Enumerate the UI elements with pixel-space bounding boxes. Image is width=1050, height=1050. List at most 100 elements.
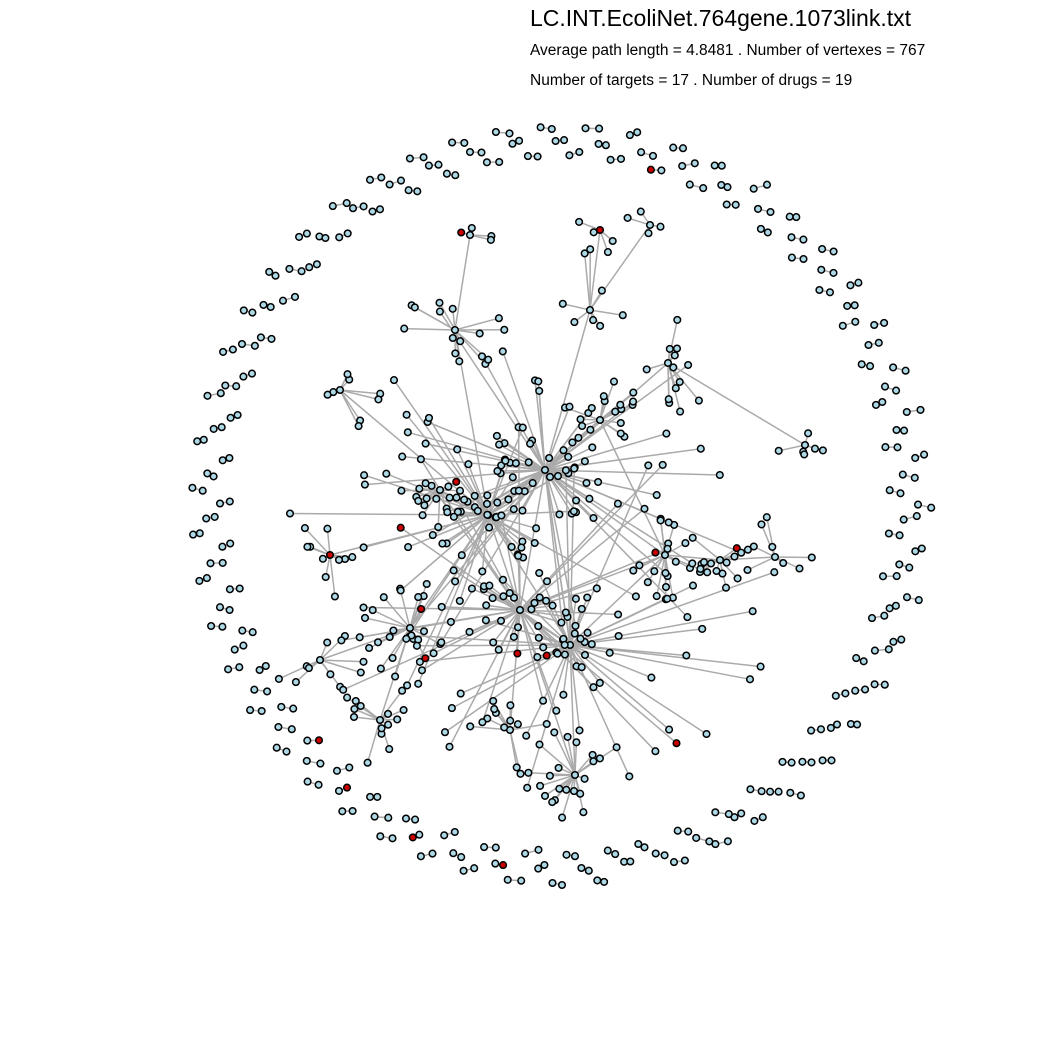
graph-vertex <box>723 837 732 846</box>
graph-vertex <box>539 643 548 652</box>
graph-vertex <box>424 413 434 422</box>
graph-vertex <box>669 143 678 152</box>
graph-vertex <box>575 726 584 735</box>
graph-vertex <box>892 386 901 395</box>
graph-vertex <box>459 866 468 875</box>
graph-vertex <box>455 357 464 366</box>
graph-edge <box>391 627 411 659</box>
graph-vertex <box>250 341 259 350</box>
graph-edge <box>379 690 403 721</box>
graph-vertex <box>572 496 581 505</box>
graph-edge <box>539 774 576 787</box>
graph-vertex <box>435 298 444 307</box>
graph-edge <box>364 469 546 486</box>
graph-vertex <box>444 482 453 491</box>
graph-vertex <box>485 581 494 590</box>
graph-vertex <box>795 564 804 573</box>
graph-vertex <box>560 640 569 649</box>
graph-vertex <box>640 843 649 852</box>
graph-vertex <box>581 124 590 133</box>
graph-vertex <box>421 439 430 448</box>
graph-vertex <box>215 499 225 508</box>
graph-vertex <box>285 264 294 273</box>
graph-vertex <box>885 486 894 495</box>
graph-edge <box>425 442 546 471</box>
graph-vertex <box>506 716 515 725</box>
graph-edge <box>304 527 331 556</box>
graph-vertex <box>750 816 759 825</box>
graph-vertex <box>440 831 449 840</box>
graph-vertex <box>661 569 670 578</box>
graph-edge <box>454 317 500 331</box>
graph-vertex <box>207 621 216 631</box>
graph-vertex <box>798 757 807 766</box>
graph-edge <box>519 464 664 611</box>
graph-vertex <box>897 635 906 644</box>
graph-vertex <box>889 637 898 646</box>
graph-vertex <box>694 396 703 405</box>
graph-vertex <box>576 789 585 798</box>
graph-vertex <box>578 421 587 431</box>
graph-vertex <box>404 543 413 552</box>
graph-vertex <box>405 623 415 633</box>
graph-vertex <box>766 207 775 217</box>
graph-edge <box>519 609 677 744</box>
graph-vertex <box>749 184 758 193</box>
graph-vertex <box>650 567 659 576</box>
graph-vertex <box>721 583 731 592</box>
graph-vertex <box>230 645 239 654</box>
graph-vertex <box>354 422 363 431</box>
graph-vertex <box>743 565 752 575</box>
graph-vertex <box>570 770 580 780</box>
graph-vertex <box>859 657 868 666</box>
graph-vertex <box>385 180 394 189</box>
graph-vertex <box>410 303 419 312</box>
graph-vertex <box>239 306 248 315</box>
graph-edge <box>400 514 489 592</box>
graph-vertex <box>656 516 665 525</box>
graph-vertex <box>673 315 682 324</box>
graph-vertex <box>415 830 424 839</box>
graph-vertex <box>595 678 604 687</box>
graph-vertex <box>339 685 348 694</box>
graph-vertex <box>927 503 936 512</box>
graph-vertex <box>267 334 276 343</box>
graph-vertex <box>534 622 543 631</box>
graph-edge <box>569 644 670 731</box>
graph-vertex <box>535 386 544 395</box>
target-vertex <box>651 548 660 557</box>
graph-edge <box>526 644 571 789</box>
graph-vertex <box>437 638 446 647</box>
graph-edge <box>525 644 571 737</box>
graph-vertex <box>895 531 904 540</box>
graph-vertex <box>263 687 272 696</box>
graph-vertex <box>388 653 397 663</box>
graph-vertex <box>629 566 638 575</box>
graph-vertex <box>762 513 771 522</box>
graph-vertex <box>403 428 412 437</box>
graph-vertex <box>429 649 438 658</box>
graph-edge <box>655 554 666 597</box>
graph-vertex <box>572 738 581 747</box>
graph-vertex <box>611 850 620 859</box>
graph-edge <box>667 319 679 364</box>
graph-vertex <box>550 728 559 737</box>
graph-vertex <box>456 337 465 346</box>
graph-vertex <box>778 757 787 766</box>
graph-vertex <box>348 553 357 562</box>
graph-vertex <box>671 384 680 393</box>
graph-edge <box>402 455 546 471</box>
graph-vertex <box>375 715 385 725</box>
graph-edge <box>517 427 521 611</box>
graph-vertex <box>216 389 225 398</box>
graph-vertex <box>895 560 904 569</box>
graph-vertex <box>477 352 487 361</box>
graph-vertex <box>517 876 526 885</box>
graph-vertex <box>508 139 517 148</box>
graph-vertex <box>530 538 539 548</box>
graph-vertex <box>513 623 523 632</box>
graph-vertex <box>770 552 780 562</box>
graph-vertex <box>577 863 586 873</box>
graph-vertex <box>672 344 682 353</box>
graph-vertex <box>553 649 562 658</box>
